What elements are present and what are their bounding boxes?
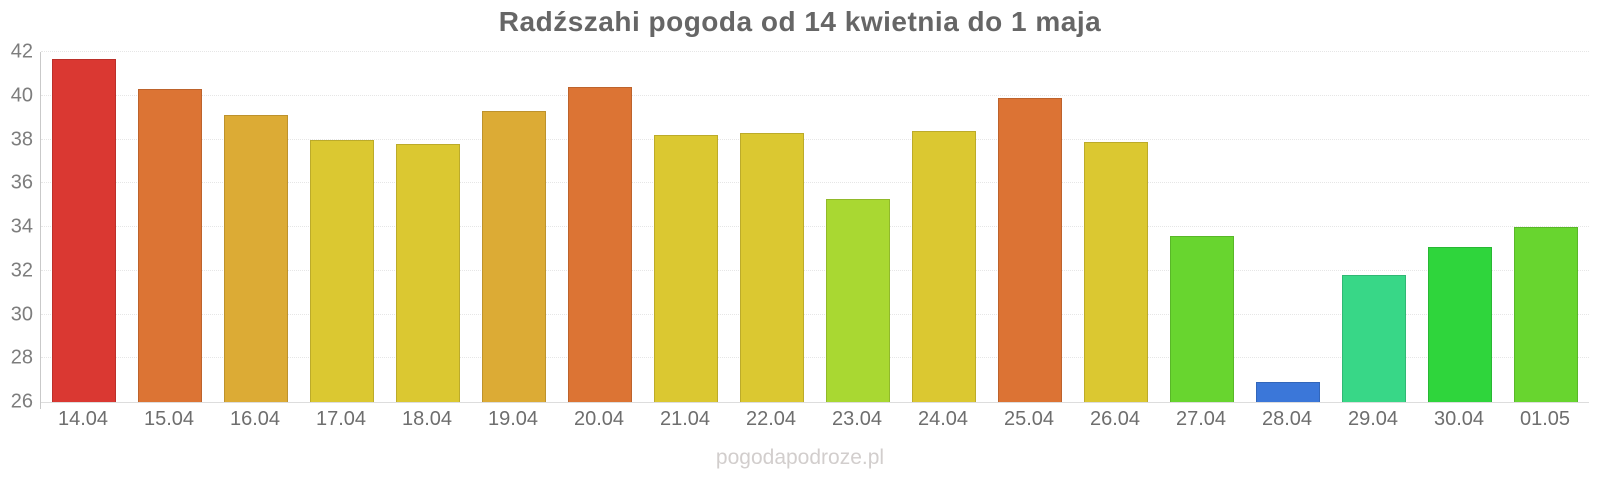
y-tick-label-30: 30 (10, 303, 33, 325)
bar-slot-01-05 (1503, 52, 1589, 402)
y-tick-label-34: 34 (10, 215, 33, 238)
gridline-30 (41, 313, 1589, 315)
bar-29-04 (1342, 275, 1406, 402)
x-tick-label-27-04: 27.04 (1175, 408, 1227, 430)
bar-16-04 (224, 115, 288, 402)
bar-slot-20-04 (557, 52, 643, 402)
x-tick-label-16-04: 16.04 (229, 408, 281, 430)
bar-slot-29-04 (1331, 52, 1417, 402)
x-tick-label-18-04: 18.04 (401, 408, 453, 430)
bar-24-04 (912, 130, 976, 402)
y-tick-label-36: 36 (10, 171, 33, 194)
bar-slot-27-04 (1159, 52, 1245, 402)
x-tick-label-22-04: 22.04 (745, 408, 797, 430)
bar-27-04 (1170, 235, 1234, 402)
bar-slot-21-04 (643, 52, 729, 402)
gridline-32 (41, 269, 1589, 271)
bar-slot-22-04 (729, 52, 815, 402)
x-tick-label-28-04: 28.04 (1261, 408, 1313, 430)
x-tick-label-30-04: 30.04 (1433, 408, 1485, 430)
bar-18-04 (396, 143, 460, 402)
bar-slot-24-04 (901, 52, 987, 402)
bar-slot-26-04 (1073, 52, 1159, 402)
y-tick-label-38: 38 (10, 128, 33, 150)
bar-19-04 (482, 111, 546, 402)
bar-30-04 (1428, 246, 1492, 402)
bar-22-04 (740, 132, 804, 402)
x-tick-label-25-04: 25.04 (1003, 408, 1055, 430)
bar-slot-30-04 (1417, 52, 1503, 402)
bar-20-04 (568, 87, 632, 402)
x-tick-label-20-04: 20.04 (573, 408, 625, 430)
gridline-38 (41, 138, 1589, 140)
x-axis-labels: 14.04 15.04 16.04 17.04 18.04 19.04 20.04 21.04… (40, 408, 1588, 431)
y-axis-line (40, 402, 41, 409)
gridline-40 (41, 94, 1589, 96)
bar-23-04 (826, 198, 890, 402)
y-tick-label-28: 28 (10, 346, 33, 369)
y-tick-label-26: 26 (10, 390, 33, 413)
plot-area (40, 51, 1589, 403)
x-tick-label-17-04: 17.04 (315, 408, 367, 430)
bar-slot-16-04 (213, 52, 299, 402)
watermark: pogodapodroze.pl (715, 446, 885, 469)
gridline-34 (41, 226, 1589, 227)
bar-slot-14-04 (41, 52, 127, 402)
x-tick-label-24-04: 24.04 (917, 408, 969, 430)
bar-slot-23-04 (815, 52, 901, 402)
x-tick-label-26-04: 26.04 (1089, 408, 1141, 430)
bar-14-04 (52, 58, 116, 402)
gridline-36 (41, 182, 1589, 184)
bar-slot-19-04 (471, 52, 557, 402)
bar-21-04 (654, 135, 718, 402)
y-tick-label-32: 32 (10, 259, 33, 282)
gridline-42 (41, 51, 1589, 52)
gridline-28 (41, 357, 1589, 359)
bar-slot-25-04 (987, 52, 1073, 402)
y-tick-label-42: 42 (10, 40, 33, 63)
bar-slot-15-04 (127, 52, 213, 402)
y-tick-label-40: 40 (10, 84, 33, 107)
chart-title: Radźszahi pogoda od 14 kwietnia do 1 maj… (498, 6, 1102, 37)
bar-28-04 (1256, 382, 1320, 402)
x-tick-label-19-04: 19.04 (487, 408, 539, 430)
bar-slot-17-04 (299, 52, 385, 402)
x-tick-label-21-04: 21.04 (659, 408, 711, 430)
bar-15-04 (138, 89, 202, 402)
bars-container (41, 52, 1589, 402)
bar-01-05 (1514, 227, 1578, 402)
bar-17-04 (310, 139, 374, 402)
x-tick-label-14-04: 14.04 (57, 408, 109, 430)
x-tick-label-23-04: 23.04 (831, 408, 883, 430)
x-tick-label-15-04: 15.04 (143, 408, 195, 430)
bar-25-04 (998, 97, 1062, 402)
bar-slot-28-04 (1245, 52, 1331, 402)
bar-slot-18-04 (385, 52, 471, 402)
bar-26-04 (1084, 141, 1148, 402)
y-axis-labels: 26 28 30 32 34 36 38 40 42 (0, 41, 33, 413)
x-tick-label-01-05: 01.05 (1519, 408, 1571, 430)
x-tick-label-29-04: 29.04 (1347, 408, 1399, 430)
